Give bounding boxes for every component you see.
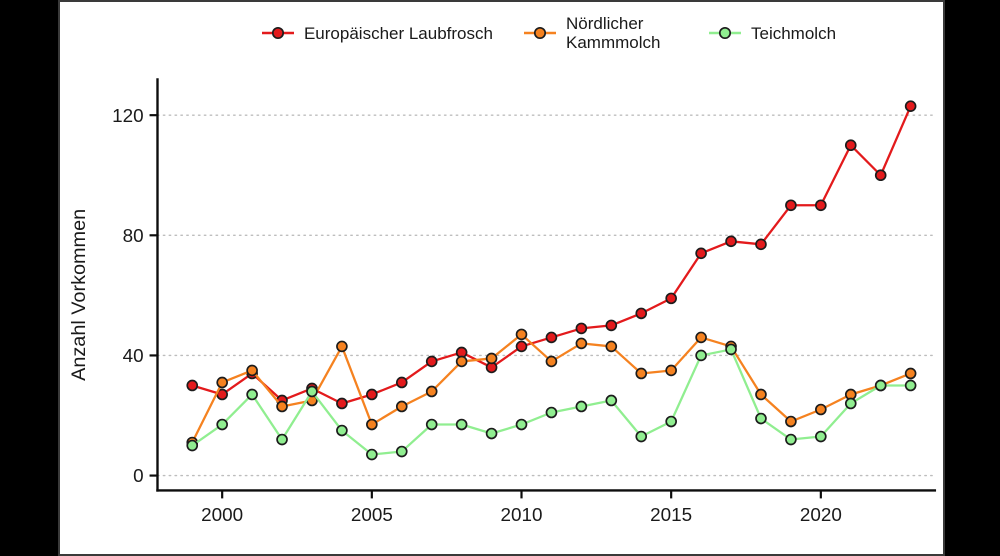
data-point <box>844 397 857 410</box>
data-point <box>785 199 797 212</box>
data-point <box>395 400 408 413</box>
data-point <box>515 418 528 431</box>
data-point <box>785 433 797 446</box>
data-point <box>216 376 228 389</box>
data-point <box>815 430 827 443</box>
data-point <box>246 388 258 401</box>
legend-item-teichmolch: Teichmolch <box>708 24 836 43</box>
data-point <box>725 235 737 248</box>
data-point <box>306 385 318 398</box>
legend-key-red <box>261 26 294 40</box>
x-tick-label: 2010 <box>501 504 543 525</box>
data-point <box>904 379 917 392</box>
data-point <box>695 331 707 344</box>
data-point <box>186 379 199 392</box>
series-2 <box>186 343 917 461</box>
data-point <box>635 367 648 380</box>
data-point <box>695 247 707 260</box>
x-tick-label: 2005 <box>351 504 393 525</box>
legend-item-europaeischer-laubfrosch: Europäischer Laubfrosch <box>261 24 493 43</box>
y-tick-label: 80 <box>123 225 144 246</box>
data-point <box>635 307 648 320</box>
data-point <box>665 364 677 377</box>
data-point <box>425 418 438 431</box>
data-point <box>395 445 408 458</box>
data-point <box>635 430 648 443</box>
legend-label: Teichmolch <box>750 23 837 43</box>
data-point <box>425 355 438 368</box>
x-tick-label: 2015 <box>650 504 692 525</box>
data-point <box>815 199 827 212</box>
x-tick-label: 2020 <box>800 504 842 525</box>
x-tick-label: 2000 <box>201 504 243 525</box>
data-point <box>366 448 378 461</box>
data-point <box>545 331 558 344</box>
data-point <box>874 379 887 392</box>
data-point <box>336 340 348 353</box>
y-tick-label: 120 <box>112 105 143 126</box>
data-point <box>485 427 498 440</box>
legend-label: Europäischer Laubfrosch <box>303 23 493 43</box>
data-point <box>755 412 767 425</box>
data-point <box>605 394 618 407</box>
data-point <box>485 352 498 365</box>
data-point <box>844 139 857 152</box>
data-point <box>425 385 438 398</box>
data-point <box>575 322 588 335</box>
data-point <box>605 340 618 353</box>
data-point <box>665 415 677 428</box>
data-point <box>336 424 348 437</box>
data-point <box>575 337 588 350</box>
data-point <box>575 400 588 413</box>
data-point <box>755 238 767 251</box>
data-point <box>874 169 887 182</box>
legend-key-orange <box>523 26 556 40</box>
data-point <box>186 439 199 452</box>
data-point <box>725 343 737 356</box>
line-chart: 0 40 80 120 2000 2005 2010 2015 2020 Anzahl Vork… <box>68 78 937 525</box>
chart-layers: 0 40 80 120 2000 2005 2010 2015 2020 <box>112 78 937 525</box>
data-point <box>545 355 558 368</box>
data-point <box>545 406 558 419</box>
data-point <box>366 418 378 431</box>
data-point <box>695 349 707 362</box>
data-point <box>246 364 258 377</box>
data-point <box>455 418 468 431</box>
data-point <box>276 433 288 446</box>
data-point <box>455 355 468 368</box>
data-point <box>815 403 827 416</box>
data-point <box>785 415 797 428</box>
data-point <box>276 400 288 413</box>
chart-canvas: 0 40 80 120 2000 2005 2010 2015 2020 Anzahl Vork… <box>58 0 945 556</box>
series-1 <box>186 328 917 449</box>
data-point <box>665 292 677 305</box>
data-point <box>216 418 228 431</box>
data-point <box>366 388 378 401</box>
data-point <box>395 376 408 389</box>
y-tick-label: 40 <box>123 345 144 366</box>
data-point <box>515 340 528 353</box>
data-point <box>515 328 528 341</box>
legend-key-green <box>708 26 741 40</box>
series-line-1 <box>191 333 912 444</box>
chart-legend: Europäischer Laubfrosch Nördlicher Kammm… <box>157 14 940 52</box>
legend-item-noerdlicher-kammmolch: Nördlicher Kammmolch <box>523 14 678 52</box>
data-point <box>904 367 917 380</box>
data-point <box>755 388 767 401</box>
y-axis-title: Anzahl Vorkommen <box>68 209 90 381</box>
y-tick-label: 0 <box>133 465 144 486</box>
legend-label: Nördlicher Kammmolch <box>565 14 661 53</box>
data-point <box>605 319 618 332</box>
data-point <box>904 100 917 112</box>
data-point <box>336 397 348 410</box>
